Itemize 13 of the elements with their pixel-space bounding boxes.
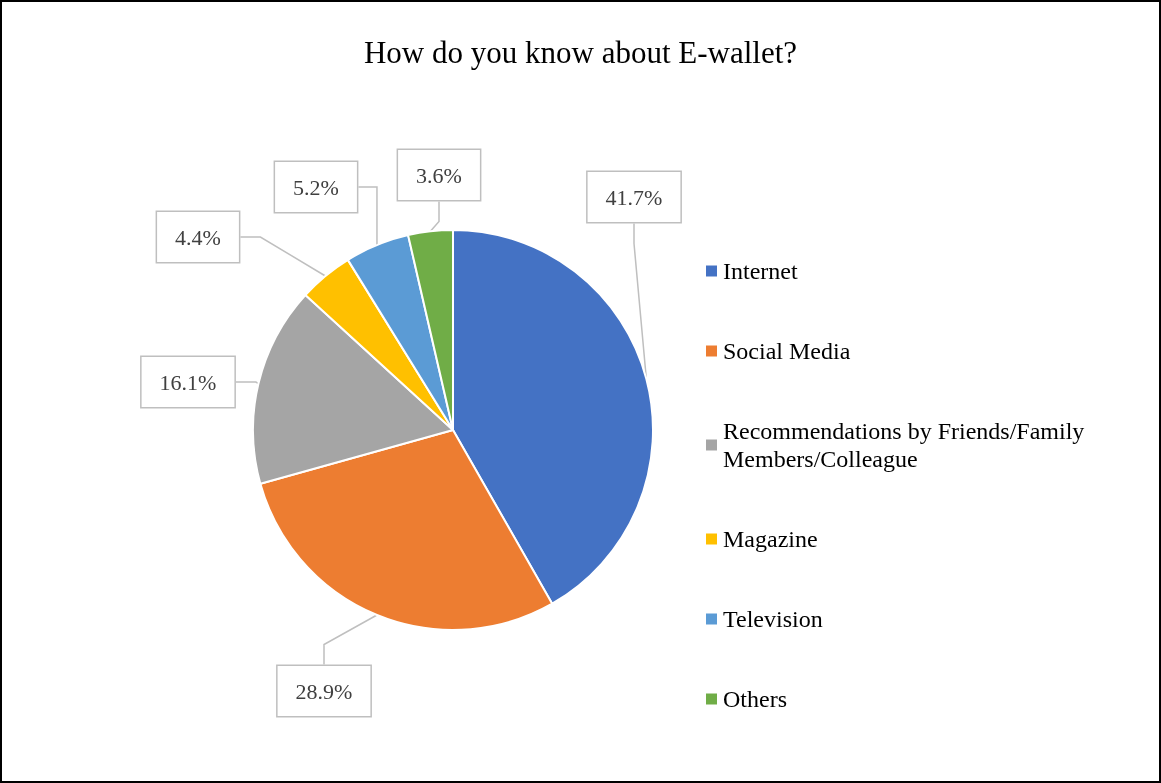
legend-label: Social Media bbox=[723, 338, 851, 364]
legend-label: Others bbox=[723, 686, 787, 712]
legend-label: Recommendations by Friends/Family Members/Colleague bbox=[723, 418, 1091, 472]
legend-label: Magazine bbox=[723, 526, 818, 552]
chart-title: How do you know about E-wallet? bbox=[363, 35, 798, 70]
data-label: 4.4% bbox=[175, 224, 221, 250]
data-label: 5.2% bbox=[293, 174, 339, 200]
legend-label: Television bbox=[723, 606, 823, 632]
data-label: 28.9% bbox=[295, 678, 353, 704]
data-label: 41.7% bbox=[605, 184, 663, 210]
legend-label: Internet bbox=[723, 258, 798, 284]
data-label: 3.6% bbox=[416, 162, 462, 188]
data-label: 16.1% bbox=[159, 369, 217, 395]
